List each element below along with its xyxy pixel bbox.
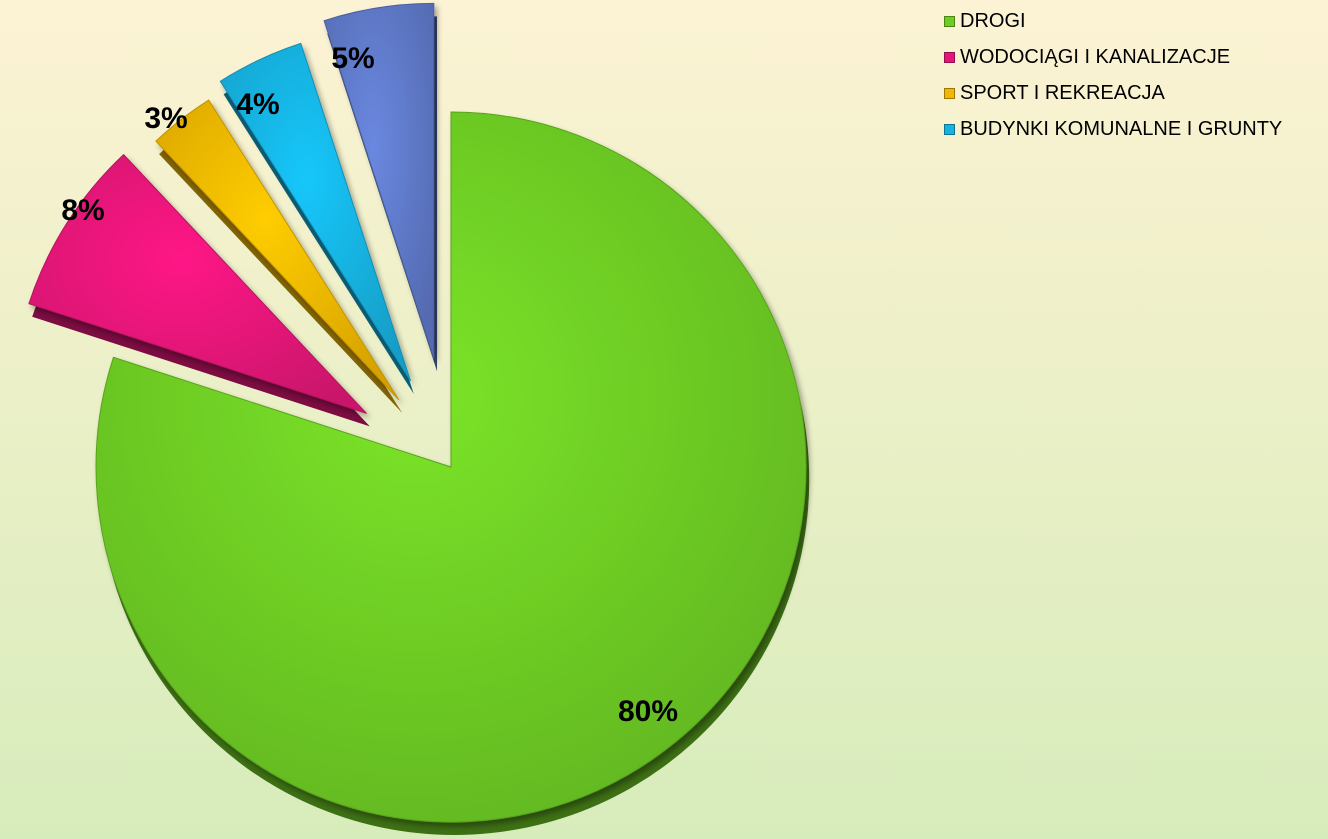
legend-swatch-wodociagi — [944, 52, 955, 63]
pie-slice-budynki — [219, 42, 412, 382]
legend-item-wodociagi: WODOCIĄGI I KANALIZACJE — [944, 46, 1328, 68]
pie-slice-slice-4 — [323, 2, 435, 359]
legend-item-budynki: BUDYNKI KOMUNALNE I GRUNTY — [944, 118, 1328, 140]
data-label-wodocigi: 8% — [61, 194, 104, 227]
pie-slice-drogi — [95, 111, 807, 823]
legend-label-budynki: BUDYNKI KOMUNALNE I GRUNTY — [960, 118, 1283, 140]
legend-item-drogi: DROGI — [944, 10, 1328, 32]
data-label-drogi: 80% — [618, 695, 678, 728]
data-label-slice-4: 5% — [331, 42, 374, 75]
legend-label-drogi: DROGI — [960, 10, 1026, 32]
data-label-budynki: 4% — [236, 88, 279, 121]
legend-label-wodociagi: WODOCIĄGI I KANALIZACJE — [960, 46, 1231, 68]
legend-swatch-sport — [944, 88, 955, 99]
data-label-sport: 3% — [144, 102, 187, 135]
legend-item-sport: SPORT I REKREACJA — [944, 82, 1328, 104]
legend-swatch-budynki — [944, 124, 955, 135]
legend-swatch-drogi — [944, 16, 955, 27]
pie-slice-sport — [155, 99, 400, 401]
pie-slice-wodocigi — [28, 153, 367, 414]
legend-label-sport: SPORT I REKREACJA — [960, 82, 1165, 104]
chart-legend: DROGI WODOCIĄGI I KANALIZACJE SPORT I RE… — [944, 10, 1328, 154]
